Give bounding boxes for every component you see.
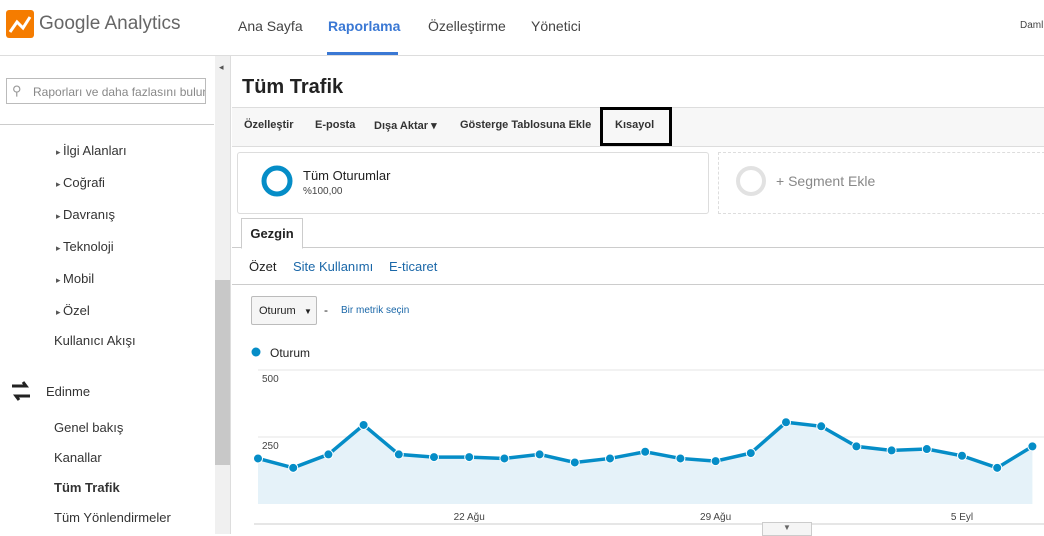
nav-link[interactable]: Mobil bbox=[56, 271, 94, 286]
search-box[interactable]: Raporları ve daha fazlasını bulun bbox=[6, 78, 206, 104]
nav-link[interactable]: Teknoloji bbox=[56, 239, 114, 254]
data-point bbox=[957, 450, 967, 461]
nav-link[interactable]: Davranış bbox=[56, 207, 115, 222]
subtab[interactable]: Site Kullanımı bbox=[293, 259, 374, 274]
toolbar-button[interactable]: Kısayol bbox=[615, 119, 655, 131]
tab-line bbox=[232, 247, 1044, 248]
nav-item[interactable]: Özelleştirme bbox=[428, 18, 506, 34]
nav-underline bbox=[327, 52, 398, 55]
data-point bbox=[745, 448, 756, 459]
data-point bbox=[1027, 441, 1038, 452]
label: Dışa Aktar bbox=[374, 120, 429, 132]
search-placeholder: Raporları ve daha fazlasını bulun bbox=[33, 85, 206, 99]
segment-name: Tüm Oturumlar bbox=[303, 168, 391, 183]
data-point bbox=[429, 452, 439, 463]
nav-link[interactable]: Tüm Trafik bbox=[54, 480, 120, 495]
nav-link[interactable]: Kanallar bbox=[54, 450, 102, 465]
segment-ring bbox=[261, 165, 293, 197]
data-point bbox=[499, 453, 510, 464]
sidebar bbox=[0, 56, 231, 534]
y-tick-label: 250 bbox=[262, 441, 279, 452]
data-point bbox=[323, 449, 334, 460]
data-point bbox=[358, 419, 369, 430]
add-segment-card[interactable] bbox=[718, 152, 1044, 214]
data-point bbox=[710, 456, 721, 467]
highlight-box bbox=[600, 107, 672, 146]
page-title: Tüm Trafik bbox=[242, 76, 344, 98]
nav-link[interactable]: Coğrafi bbox=[56, 175, 105, 190]
data-point bbox=[569, 457, 580, 468]
section-title[interactable]: Edinme bbox=[46, 384, 91, 399]
data-point bbox=[781, 417, 791, 428]
data-point bbox=[921, 444, 932, 455]
data-point bbox=[534, 449, 545, 460]
legend-label: Oturum bbox=[270, 346, 310, 360]
x-tick-label: 29 Ağu bbox=[700, 512, 731, 523]
tab[interactable]: Gezgin bbox=[241, 218, 303, 249]
metric-link[interactable]: Bir metrik seçin bbox=[341, 305, 410, 316]
x-tick-label: 5 Eyl bbox=[951, 512, 973, 523]
data-point bbox=[393, 449, 404, 460]
search-icon: ⚲ bbox=[12, 83, 22, 98]
series-area bbox=[258, 422, 1033, 504]
add-segment[interactable]: + Segment Ekle bbox=[776, 173, 876, 189]
toolbar-button[interactable]: E-posta bbox=[315, 119, 356, 131]
dash: - bbox=[324, 303, 328, 317]
x-tick-label: 22 Ağu bbox=[454, 512, 485, 523]
data-point bbox=[886, 445, 897, 456]
chart: 250 500 22 Ağu 29 Ağu 5 Eyl Oturum bbox=[251, 346, 1044, 525]
toolbar-button[interactable]: Gösterge Tablosuna Ekle bbox=[460, 119, 592, 131]
data-point bbox=[640, 446, 651, 457]
header bbox=[0, 0, 1044, 56]
segment-card[interactable] bbox=[237, 152, 709, 214]
data-point bbox=[288, 462, 299, 473]
tab-label: Gezgin bbox=[250, 226, 294, 241]
toolbar-button[interactable]: Özelleştir bbox=[244, 119, 294, 131]
section-icon bbox=[12, 381, 30, 401]
data-point bbox=[464, 452, 475, 463]
data-point bbox=[851, 441, 862, 452]
data-point bbox=[816, 421, 827, 432]
divider bbox=[0, 124, 214, 125]
metric-dropdown[interactable]: Oturum ▼ bbox=[251, 296, 317, 325]
segment-share: %100,00 bbox=[303, 186, 343, 197]
y-tick-label: 500 bbox=[262, 374, 279, 385]
collapse-arrow[interactable]: ◂ bbox=[219, 62, 224, 72]
logo-text: Google Analytics bbox=[39, 13, 181, 34]
nav-item[interactable]: Ana Sayfa bbox=[238, 18, 303, 34]
data-point bbox=[992, 462, 1003, 473]
data-point bbox=[253, 453, 263, 464]
scroll-thumb[interactable] bbox=[215, 280, 230, 465]
nav-item[interactable]: Yönetici bbox=[531, 18, 581, 34]
logo-icon bbox=[6, 10, 34, 38]
subtab-line bbox=[232, 284, 1044, 285]
data-point bbox=[675, 453, 686, 464]
legend-dot bbox=[251, 347, 261, 357]
subtab[interactable]: Özet bbox=[249, 259, 277, 274]
nav-link[interactable]: Özel bbox=[56, 303, 90, 318]
nav-link[interactable]: İlgi Alanları bbox=[56, 143, 127, 158]
metric: Oturum bbox=[259, 305, 296, 317]
nav-link[interactable]: Kullanıcı Akışı bbox=[54, 333, 136, 348]
toolbar-button[interactable]: Dışa Aktar ▾ bbox=[374, 120, 437, 132]
add-segment-ring bbox=[736, 166, 766, 196]
nav-link[interactable]: Tüm Yönlendirmeler bbox=[54, 510, 171, 525]
user[interactable]: Daml bbox=[1020, 20, 1044, 31]
data-point bbox=[605, 453, 615, 464]
nav-item[interactable]: Raporlama bbox=[328, 18, 401, 34]
subtab[interactable]: E-ticaret bbox=[389, 259, 438, 274]
nav-link[interactable]: Genel bakış bbox=[54, 420, 124, 435]
